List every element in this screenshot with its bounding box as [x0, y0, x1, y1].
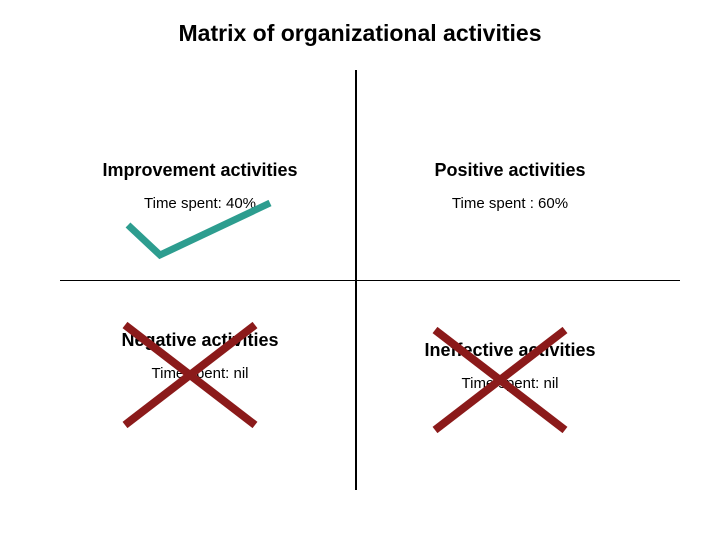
- axis-horizontal: [60, 280, 680, 281]
- quadrant-title: Improvement activities: [50, 160, 350, 181]
- quadrant-subtitle: Time spent: nil: [50, 365, 350, 382]
- quadrant-bottom-right: Ineffective activities Time spent: nil: [360, 340, 660, 392]
- quadrant-title: Negative activities: [50, 330, 350, 351]
- quadrant-subtitle: Time spent : 60%: [360, 195, 660, 212]
- quadrant-title: Positive activities: [360, 160, 660, 181]
- quadrant-bottom-left: Negative activities Time spent: nil: [50, 330, 350, 382]
- quadrant-top-left: Improvement activities Time spent: 40%: [50, 160, 350, 212]
- title-text: Matrix of organizational activities: [179, 20, 542, 46]
- quadrant-title: Ineffective activities: [360, 340, 660, 361]
- quadrant-subtitle: Time spent: 40%: [50, 195, 350, 212]
- diagram-title: Matrix of organizational activities: [0, 20, 720, 47]
- quadrant-subtitle: Time spent: nil: [360, 375, 660, 392]
- quadrant-top-right: Positive activities Time spent : 60%: [360, 160, 660, 212]
